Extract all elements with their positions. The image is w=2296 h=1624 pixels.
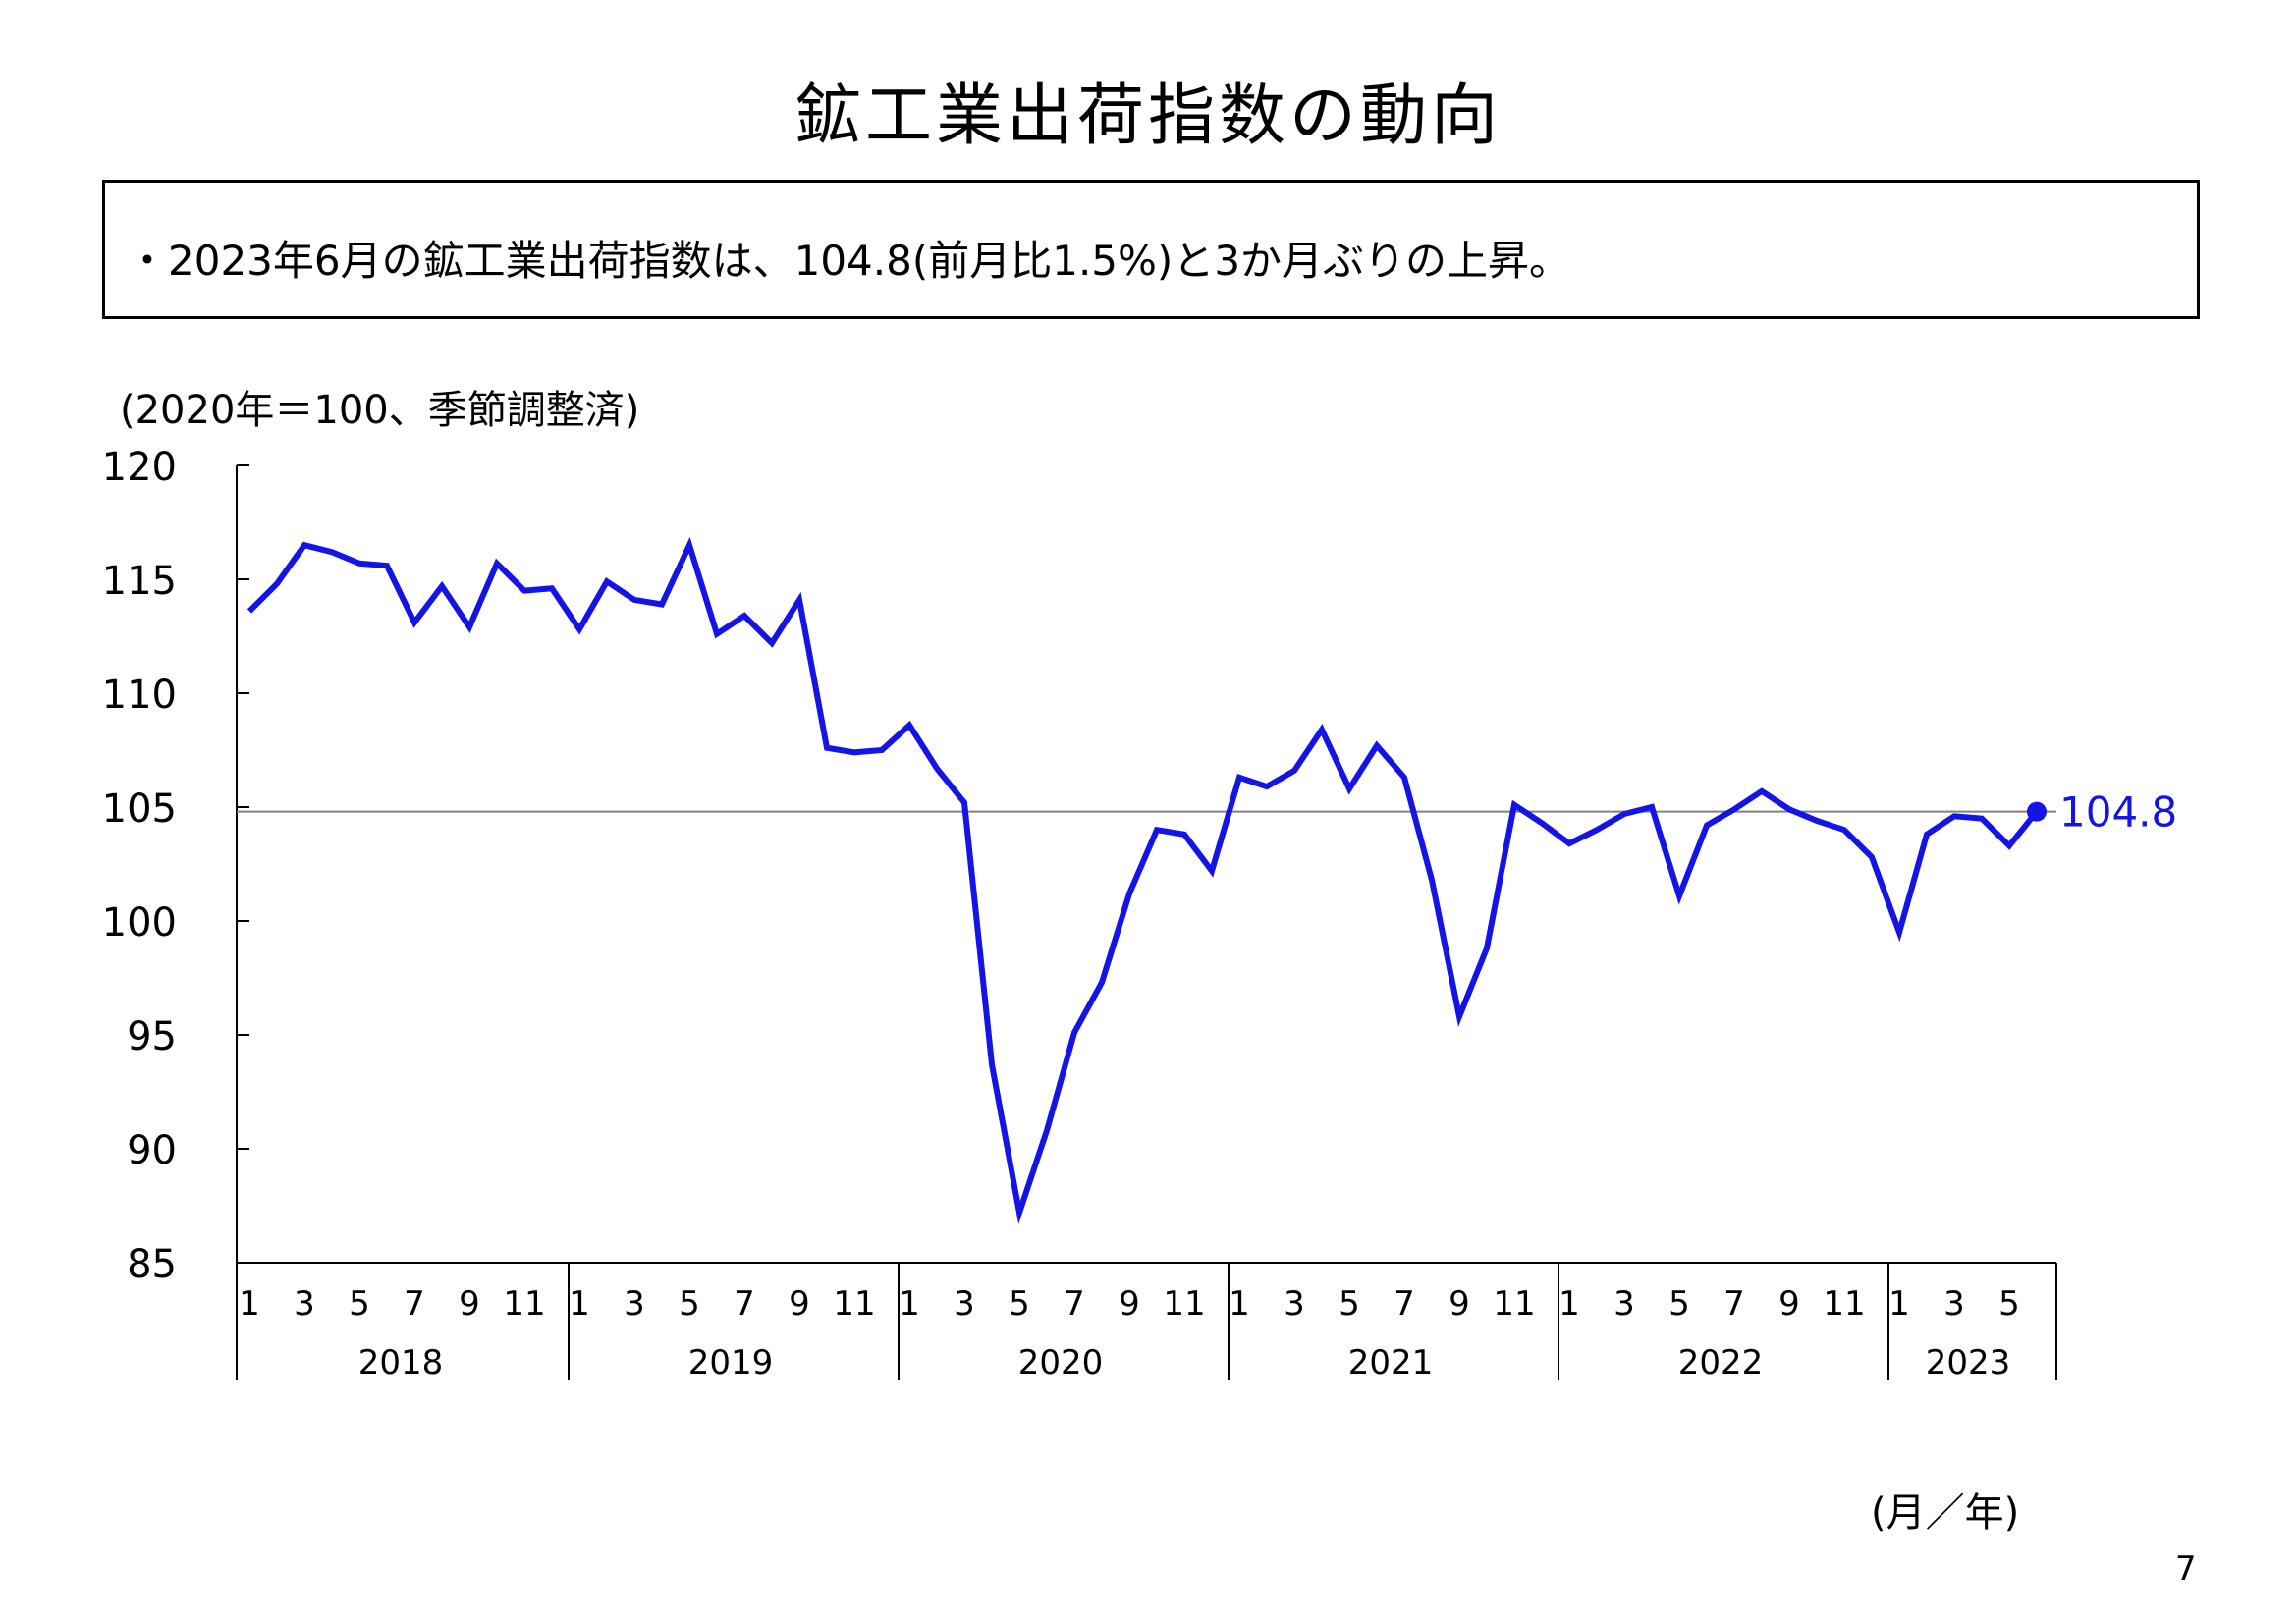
y-tick-label: 100 [102, 900, 177, 946]
x-month-label: 5 [1668, 1284, 1690, 1324]
y-tick-label: 90 [127, 1128, 177, 1173]
x-month-label: 9 [1119, 1284, 1140, 1324]
x-year-label: 2020 [1018, 1343, 1104, 1382]
x-year-label: 2018 [358, 1343, 444, 1382]
x-month-label: 3 [1943, 1284, 1965, 1324]
x-year-label: 2019 [688, 1343, 774, 1382]
last-point-marker [2027, 801, 2047, 822]
y-tick-label: 120 [102, 445, 177, 490]
x-month-label: 7 [1723, 1284, 1745, 1324]
x-month-label: 11 [1823, 1284, 1865, 1324]
x-month-label: 11 [1493, 1284, 1535, 1324]
last-point-label: 104.8 [2059, 788, 2177, 837]
page-number: 7 [2175, 1549, 2197, 1589]
x-month-label: 5 [679, 1284, 700, 1324]
x-month-label: 5 [1998, 1284, 2020, 1324]
y-tick-label: 115 [102, 559, 177, 604]
y-tick-label: 110 [102, 673, 177, 718]
x-year-label: 2021 [1348, 1343, 1434, 1382]
x-month-label: 3 [1613, 1284, 1635, 1324]
x-axis-unit-label: (月／年) [1871, 1490, 2020, 1536]
page-title: 鉱工業出荷指数の動向 [793, 78, 1502, 155]
x-month-label: 9 [1778, 1284, 1800, 1324]
x-month-label: 7 [1064, 1284, 1085, 1324]
x-month-label: 1 [1229, 1284, 1250, 1324]
x-month-label: 1 [1558, 1284, 1580, 1324]
x-month-label: 5 [349, 1284, 370, 1324]
summary-text: ・2023年6月の鉱工業出荷指数は、104.8(前月比1.5%)と3か月ぶりの上… [127, 237, 1571, 285]
y-axis-unit-note: (2020年＝100、季節調整済) [120, 388, 640, 433]
x-month-label: 1 [899, 1284, 920, 1324]
x-month-label: 9 [1449, 1284, 1470, 1324]
x-month-label: 1 [1888, 1284, 1910, 1324]
summary-box: ・2023年6月の鉱工業出荷指数は、104.8(前月比1.5%)と3か月ぶりの上… [102, 180, 2200, 319]
x-month-label: 9 [459, 1284, 480, 1324]
y-tick-label: 95 [127, 1014, 177, 1059]
x-year-label: 2023 [1926, 1343, 2011, 1382]
x-month-label: 5 [1009, 1284, 1030, 1324]
x-month-label: 5 [1339, 1284, 1360, 1324]
x-month-label: 1 [569, 1284, 590, 1324]
x-month-label: 1 [239, 1284, 260, 1324]
x-year-label: 2022 [1678, 1343, 1764, 1382]
x-month-label: 7 [404, 1284, 425, 1324]
x-month-label: 3 [1284, 1284, 1305, 1324]
x-month-label: 7 [1394, 1284, 1415, 1324]
x-month-label: 3 [954, 1284, 975, 1324]
x-month-label: 7 [734, 1284, 755, 1324]
x-month-label: 11 [833, 1284, 875, 1324]
x-month-label: 3 [294, 1284, 315, 1324]
y-tick-label: 105 [102, 786, 177, 832]
x-month-label: 11 [1163, 1284, 1205, 1324]
x-month-label: 3 [624, 1284, 645, 1324]
series-line [246, 536, 2040, 1224]
x-month-label: 11 [503, 1284, 545, 1324]
y-tick-label: 85 [127, 1242, 177, 1287]
x-month-label: 9 [789, 1284, 810, 1324]
